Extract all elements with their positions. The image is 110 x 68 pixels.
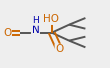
Text: O: O [3,28,11,38]
Text: H: H [32,16,39,25]
Text: HO: HO [43,14,59,24]
Text: N: N [32,25,39,35]
Text: O: O [55,44,63,54]
